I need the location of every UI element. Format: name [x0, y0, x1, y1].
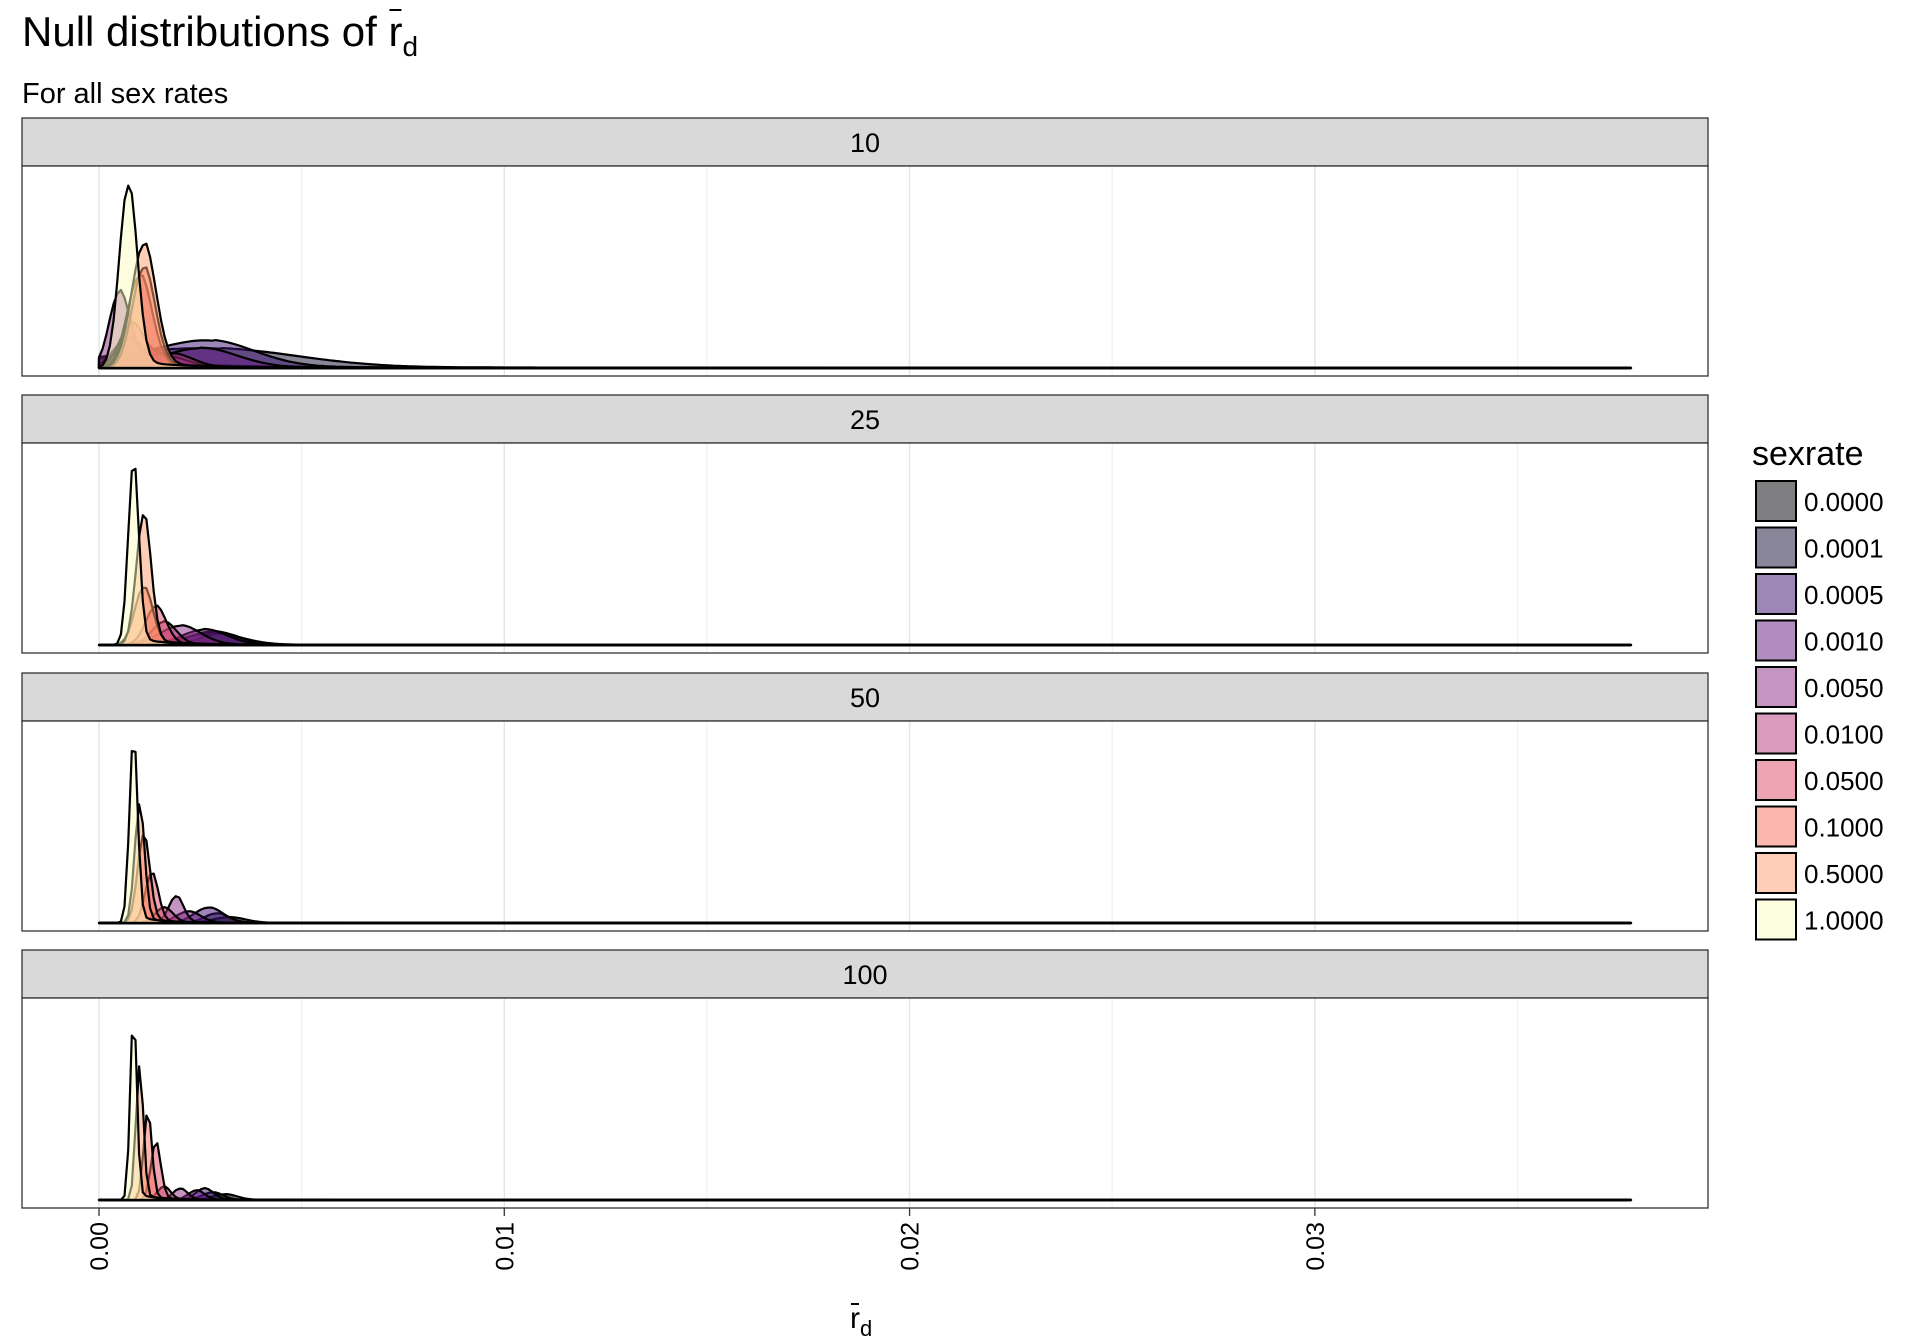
legend-label: 0.0500: [1804, 766, 1884, 796]
legend-item-0.5000: 0.5000: [1755, 852, 1884, 894]
x-tick-label: 0.02: [897, 1222, 925, 1271]
legend-item-0.0001: 0.0001: [1755, 526, 1884, 569]
facet-strip-label: 25: [850, 405, 880, 435]
facet-panel-50: 50: [21, 672, 1709, 932]
facet-strip: [21, 672, 1709, 722]
x-axis-label-subscript: d: [860, 1316, 872, 1341]
facet-strip: [21, 949, 1709, 999]
legend-label: 0.0000: [1804, 487, 1884, 517]
facet-strip-label: 100: [842, 960, 887, 990]
legend-item-0.1000: 0.1000: [1755, 805, 1884, 848]
facet-strip-label: 10: [850, 128, 880, 158]
x-tick-label: 0.03: [1302, 1222, 1330, 1271]
legend-label: 0.0001: [1804, 534, 1884, 564]
legend-swatch: [1755, 712, 1797, 755]
density-1.0000: [97, 750, 1633, 925]
x-axis: 0.00 0.01 0.02 0.03: [86, 1208, 1330, 1271]
legend: sexrate 0.0000 0.0001 0.0005 0.0010 0.0050 0.…: [1752, 435, 1884, 941]
facet-panel-10: 10: [21, 117, 1709, 377]
facet-panel-25: 25: [21, 394, 1709, 654]
legend-title: sexrate: [1752, 435, 1864, 473]
svg-text:rd: rd: [850, 1302, 872, 1341]
facet-plot-bg: [22, 721, 1708, 931]
legend-swatch: [1755, 666, 1797, 708]
legend-swatch: [1755, 526, 1797, 569]
x-tick-label: 0.01: [491, 1222, 519, 1271]
facet-plot-bg: [22, 443, 1708, 653]
facet-border: [21, 997, 1709, 1209]
legend-swatch: [1755, 573, 1797, 615]
facet-panel-100: 100: [21, 949, 1709, 1209]
chart-subtitle: For all sex rates: [22, 78, 228, 110]
legend-label: 0.0100: [1804, 720, 1884, 750]
density-1.0000: [97, 184, 1633, 370]
legend-item-0.0500: 0.0500: [1755, 759, 1884, 801]
legend-label: 0.0050: [1804, 673, 1884, 703]
legend-item-0.0005: 0.0005: [1755, 573, 1884, 615]
facet-plot-bg: [22, 998, 1708, 1208]
legend-item-0.0100: 0.0100: [1755, 712, 1884, 755]
facet-strip: [21, 394, 1709, 444]
chart-title-subscript: d: [403, 31, 419, 62]
density-1.0000: [97, 1034, 1633, 1202]
facet-strip: [21, 117, 1709, 167]
density-1.0000: [97, 467, 1633, 647]
x-axis-label: rd: [850, 1302, 872, 1341]
legend-item-1.0000: 1.0000: [1755, 898, 1884, 941]
svg-text:Null distributions of rd: Null distributions of rd: [22, 8, 418, 62]
legend-item-0.0050: 0.0050: [1755, 666, 1884, 708]
x-tick-label: 0.00: [86, 1222, 114, 1271]
legend-item-0.0010: 0.0010: [1755, 619, 1884, 662]
legend-label: 1.0000: [1804, 906, 1884, 936]
legend-label: 0.0005: [1804, 580, 1884, 610]
chart-title-main: Null distributions of: [22, 8, 389, 55]
legend-label: 0.1000: [1804, 813, 1884, 843]
chart-title: Null distributions of rd: [22, 8, 418, 62]
x-axis-label-symbol: r: [850, 1302, 860, 1335]
legend-swatch: [1755, 852, 1797, 894]
legend-label: 0.5000: [1804, 859, 1884, 889]
legend-swatch: [1755, 898, 1797, 941]
legend-label: 0.0010: [1804, 627, 1884, 657]
facet-strip-label: 50: [850, 683, 880, 713]
legend-swatch: [1755, 480, 1797, 522]
legend-swatch: [1755, 619, 1797, 662]
facet-border: [21, 442, 1709, 654]
legend-item-0.0000: 0.0000: [1755, 480, 1884, 522]
facet-plot-bg: [22, 166, 1708, 376]
chart-title-symbol: r: [389, 8, 403, 55]
facet-panels: 10 25 50 100: [21, 117, 1709, 1209]
legend-swatch: [1755, 759, 1797, 801]
facet-border: [21, 720, 1709, 932]
legend-swatch: [1755, 805, 1797, 848]
facet-border: [21, 165, 1709, 377]
